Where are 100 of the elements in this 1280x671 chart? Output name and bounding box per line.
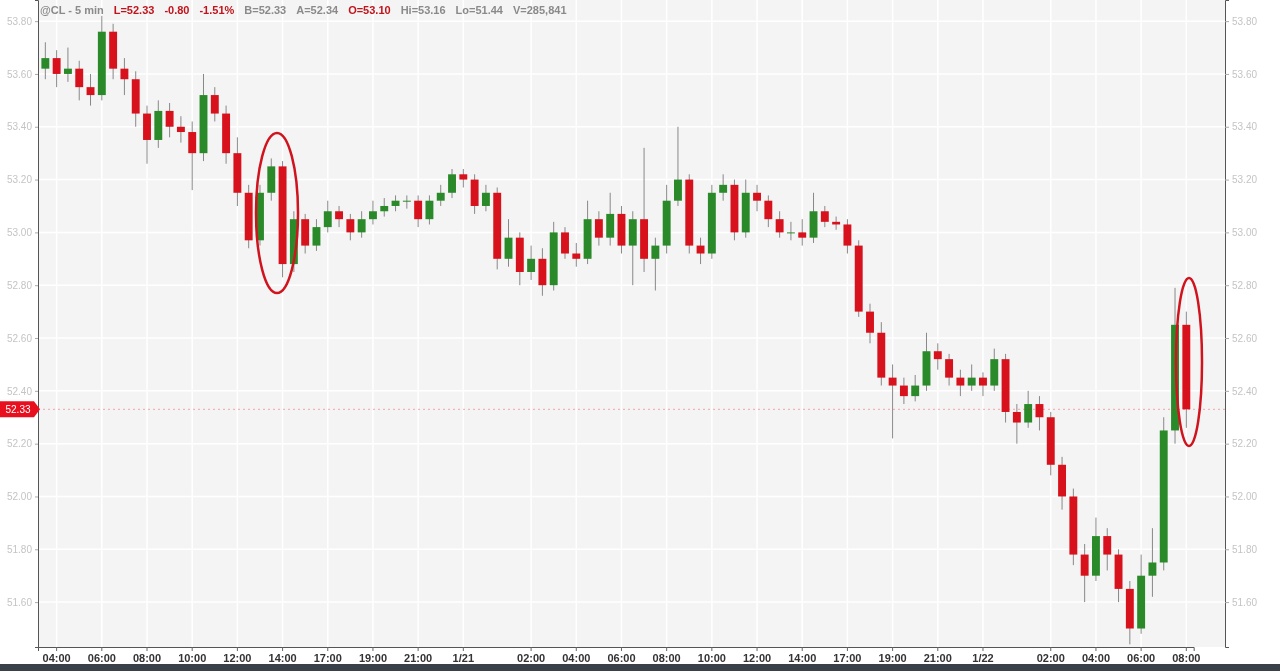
candlestick: [414, 194, 423, 228]
candlestick: [674, 126, 682, 207]
x-tick-label: 06:00: [1127, 651, 1156, 664]
y-tick-label: 53.60: [6, 68, 33, 80]
candlestick: [561, 226, 569, 260]
candlestick: [41, 41, 50, 80]
y2-tick-label: 53.20: [1232, 174, 1258, 186]
annotation: L=52.33: [113, 4, 155, 16]
x-tick-label: 19:00: [358, 651, 388, 664]
candlestick: [448, 168, 456, 199]
x-tick-label: 14:00: [788, 651, 817, 664]
y2-tick-label: 52.40: [1232, 385, 1258, 397]
ref-line-label: 52.33: [5, 404, 31, 416]
y2-tick-label: 52.00: [1232, 491, 1258, 503]
candlestick: [719, 173, 728, 202]
candlestick: [888, 363, 897, 439]
candlestick: [696, 237, 705, 265]
x-tick-label: 10:00: [178, 651, 207, 664]
candlestick: [63, 47, 72, 83]
y-tick-label: 53.40: [6, 121, 33, 133]
y2-tick-label: 51.80: [1232, 543, 1258, 555]
candlestick: [820, 205, 829, 228]
x-tick-label: 12:00: [742, 651, 772, 664]
x-tick-label: 06:00: [607, 651, 636, 664]
candlestick: [481, 184, 490, 212]
candlestick: [425, 194, 434, 225]
x-tick-label: 1/21: [452, 651, 475, 664]
annotation: Lo=51.44: [455, 4, 504, 16]
candlestick: [753, 184, 761, 212]
candlestick: [188, 120, 197, 191]
candlestick: [651, 237, 660, 291]
x-tick-label: 04:00: [562, 651, 591, 664]
candlestick: [979, 371, 987, 397]
candlestick: [1024, 390, 1033, 429]
candlestick: [933, 342, 942, 371]
x-tick-label: 06:00: [87, 651, 116, 664]
x-tick-label: 21:00: [404, 651, 433, 664]
candlestick: [120, 57, 129, 96]
chart-title: @CL - 5 min: [40, 4, 104, 16]
candlestick: [380, 197, 389, 218]
candlestick: [176, 115, 185, 144]
x-tick-label: 02:00: [517, 651, 546, 664]
y2-tick-label: 52.60: [1232, 332, 1258, 344]
x-tick-label: 12:00: [223, 651, 252, 664]
candlestick: [866, 303, 874, 344]
x-tick-label: 21:00: [923, 651, 952, 664]
y2-tick-label: 53.80: [1232, 15, 1258, 27]
annotation: Hi=53.16: [400, 4, 446, 16]
y-tick-label: 52.00: [6, 491, 33, 503]
x-tick-label: 17:00: [833, 651, 862, 664]
candlestick: [459, 168, 468, 188]
x-tick-label: 02:00: [1036, 651, 1065, 664]
candlestick: [52, 49, 61, 88]
candlestick: [1148, 527, 1157, 598]
annotation: V=285,841: [512, 4, 567, 16]
candlestick: [323, 200, 332, 233]
candlestick: [775, 210, 784, 239]
y-tick-label: 52.60: [6, 332, 33, 344]
candlestick: [75, 60, 84, 101]
candlestick: [945, 353, 954, 387]
y-tick-label: 52.80: [6, 279, 33, 291]
candlestick: [335, 205, 344, 228]
y2-tick-label: 53.00: [1232, 227, 1258, 239]
x-tick-label: 08:00: [132, 651, 162, 664]
y-tick-label: 53.20: [6, 174, 33, 186]
candlestick: [1012, 403, 1021, 445]
candlestick: [1103, 527, 1112, 571]
x-tick-label: 04:00: [42, 651, 71, 664]
candlestick: [843, 218, 852, 255]
candlestick: [369, 200, 377, 225]
y-tick-label: 52.40: [6, 385, 33, 397]
candlestick: [1080, 543, 1089, 603]
y2-tick-label: 53.40: [1232, 121, 1258, 133]
candlestick: [527, 245, 536, 281]
y-tick-label: 53.80: [6, 15, 33, 27]
y-tick-label: 51.60: [6, 596, 33, 608]
candlestick: [798, 218, 807, 247]
candlestick: [899, 377, 908, 405]
x-tick-label: 08:00: [652, 651, 681, 664]
x-tick-label: 10:00: [697, 651, 726, 664]
candlestick: [956, 369, 965, 397]
x-tick-label: 1/22: [972, 651, 994, 664]
x-tick-label: 08:00: [1172, 651, 1201, 664]
y-tick-label: 52.20: [6, 438, 33, 450]
candlestick: [312, 218, 321, 252]
candlestick: [786, 221, 795, 241]
y-tick-label: 53.00: [6, 227, 33, 239]
candlestick: [911, 374, 920, 402]
annotation: -0.80: [164, 4, 190, 16]
candlestick: [436, 184, 445, 207]
candlestick: [402, 194, 411, 210]
x-tick-label: 19:00: [878, 651, 907, 664]
x-tick-label: 14:00: [268, 651, 297, 664]
candlestick: [346, 213, 355, 241]
annotation: A=52.34: [296, 4, 339, 16]
annotation: -1.51%: [199, 4, 235, 16]
candlestick: [572, 242, 581, 268]
x-tick-label: 04:00: [1081, 651, 1111, 664]
y2-tick-label: 51.60: [1232, 596, 1258, 608]
annotation: O=53.10: [348, 4, 391, 16]
